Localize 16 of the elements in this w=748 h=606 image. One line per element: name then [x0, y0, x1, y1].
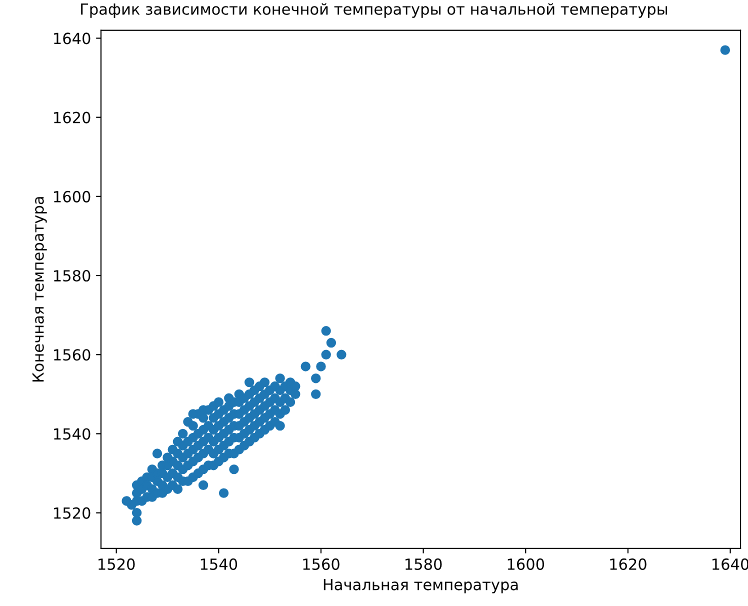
x-tick-label: 1600: [508, 558, 544, 570]
x-tick-label: 1580: [406, 558, 442, 570]
y-tick-label: 1640: [54, 32, 90, 44]
x-tick-label: 1540: [200, 558, 238, 570]
x-tick-label: 1560: [303, 558, 340, 570]
x-tick-label: 1620: [610, 558, 646, 570]
y-tick-label: 1540: [54, 428, 90, 440]
y-tick-label: 1560: [54, 349, 90, 361]
y-axis-title: Конечная температура: [32, 197, 47, 382]
x-tick-label: 1520: [98, 558, 135, 570]
y-tick-label: 1580: [54, 270, 90, 282]
y-tick-label: 1600: [54, 190, 90, 202]
y-tick-label: 1620: [54, 112, 90, 124]
x-axis-title: Начальная температура: [324, 578, 518, 594]
chart-title: График зависимости конечной температуры от начальной температуры: [81, 3, 668, 18]
y-tick-label: 1520: [54, 507, 90, 519]
